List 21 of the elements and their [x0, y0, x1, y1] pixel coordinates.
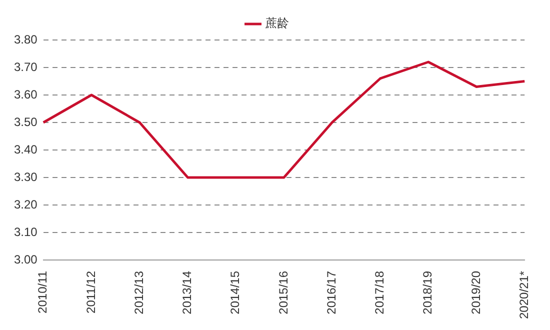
x-tick-label: 2012/13 [132, 270, 146, 314]
x-tick-label: 2019/20 [468, 270, 483, 314]
x-tick-label: 2013/14 [180, 270, 194, 314]
legend-label: 蔗龄 [265, 16, 289, 30]
y-tick-label: 3.10 [14, 224, 38, 239]
x-tick-label: 2015/16 [276, 270, 290, 314]
x-tick-label: 2017/18 [372, 270, 387, 314]
x-tick-label: 2011/12 [84, 270, 98, 314]
x-tick-label: 2016/17 [324, 270, 338, 314]
x-tick-label: 2014/15 [228, 270, 242, 314]
y-tick-label: 3.60 [14, 87, 38, 102]
y-tick-label: 3.00 [14, 252, 38, 266]
y-tick-label: 3.40 [14, 142, 38, 156]
x-tick-label: 2018/19 [420, 270, 435, 314]
y-tick-label: 3.30 [14, 170, 38, 184]
x-tick-label: 2010/11 [36, 270, 50, 314]
y-tick-label: 3.80 [14, 32, 38, 46]
y-tick-label: 3.50 [14, 114, 38, 129]
y-tick-label: 3.70 [14, 60, 38, 74]
x-tick-label: 2020/21* [516, 270, 531, 319]
y-tick-label: 3.20 [14, 197, 38, 212]
